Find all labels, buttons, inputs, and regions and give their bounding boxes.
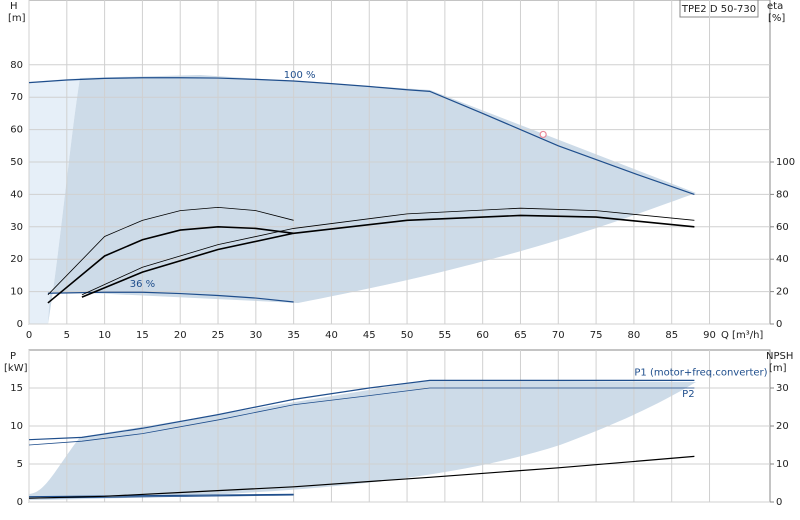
y-tick-label: 5 bbox=[17, 459, 23, 470]
y2-tick-label: 30 bbox=[776, 383, 789, 394]
curve bbox=[47, 206, 294, 296]
x-tick-label: 50 bbox=[401, 330, 414, 341]
x-tick-label: 30 bbox=[249, 330, 262, 341]
y2-tick-label: 20 bbox=[776, 421, 789, 432]
y2-axis-unit: [%] bbox=[768, 13, 785, 24]
curve-label: 100 % bbox=[284, 70, 316, 81]
curve bbox=[28, 387, 695, 446]
y-tick-label: 30 bbox=[10, 222, 23, 233]
x-tick-label: 65 bbox=[514, 330, 527, 341]
curve bbox=[47, 291, 294, 303]
title-box bbox=[679, 0, 759, 18]
y2-tick-label: 20 bbox=[776, 287, 789, 298]
y-axis-label: P bbox=[10, 351, 16, 362]
y2-tick-label: 80 bbox=[776, 189, 789, 200]
x-tick-label: 70 bbox=[552, 330, 565, 341]
y2-axis-label: NPSH bbox=[766, 351, 793, 362]
y-tick-label: 0 bbox=[17, 497, 23, 508]
curve bbox=[47, 225, 294, 304]
curve-label: P1 (motor+freq.converter) bbox=[634, 367, 767, 378]
shade-range bbox=[48, 75, 696, 324]
y-axis-unit: [kW] bbox=[4, 363, 28, 374]
x-tick-label: 45 bbox=[363, 330, 376, 341]
shade-power bbox=[29, 380, 696, 500]
x-tick-label: 55 bbox=[439, 330, 452, 341]
x-tick-label: 60 bbox=[476, 330, 489, 341]
x-tick-label: 35 bbox=[287, 330, 300, 341]
x-tick-label: 15 bbox=[136, 330, 149, 341]
curve bbox=[28, 455, 695, 499]
x-axis-label: Q [m³/h] bbox=[721, 330, 763, 341]
curve bbox=[28, 494, 294, 499]
chart-title: TPE2 D 50-730 bbox=[681, 4, 756, 15]
y2-tick-label: 0 bbox=[776, 497, 782, 508]
x-tick-label: 20 bbox=[174, 330, 187, 341]
y-axis-label: H bbox=[10, 1, 18, 12]
y2-tick-label: 0 bbox=[776, 319, 782, 330]
x-tick-label: 5 bbox=[64, 330, 70, 341]
x-tick-label: 90 bbox=[703, 330, 716, 341]
y2-tick-label: 40 bbox=[776, 254, 789, 265]
y-tick-label: 0 bbox=[17, 319, 23, 330]
curve-label: P2 bbox=[682, 389, 694, 400]
x-tick-label: 25 bbox=[212, 330, 225, 341]
y-tick-label: 15 bbox=[10, 383, 23, 394]
y2-axis-unit: [m] bbox=[769, 363, 787, 374]
y-tick-label: 10 bbox=[10, 287, 23, 298]
x-tick-label: 75 bbox=[590, 330, 603, 341]
y2-axis-label: eta bbox=[767, 1, 783, 12]
curve bbox=[81, 214, 695, 298]
x-tick-label: 80 bbox=[628, 330, 641, 341]
x-tick-label: 40 bbox=[325, 330, 338, 341]
curve-label: 36 % bbox=[130, 279, 155, 290]
y-tick-label: 50 bbox=[10, 157, 23, 168]
curve bbox=[81, 207, 695, 296]
curve bbox=[28, 493, 294, 498]
x-tick-label: 10 bbox=[98, 330, 111, 341]
x-tick-label: 85 bbox=[665, 330, 678, 341]
y-axis-unit: [m] bbox=[8, 13, 26, 24]
curve bbox=[28, 77, 695, 195]
y2-tick-label: 10 bbox=[776, 459, 789, 470]
y-tick-label: 60 bbox=[10, 125, 23, 136]
y-tick-label: 10 bbox=[10, 421, 23, 432]
y-tick-label: 20 bbox=[10, 254, 23, 265]
duty-point bbox=[539, 130, 547, 139]
y-tick-label: 70 bbox=[10, 92, 23, 103]
y-tick-label: 80 bbox=[10, 60, 23, 71]
x-tick-label: 0 bbox=[26, 330, 32, 341]
y-tick-label: 40 bbox=[10, 189, 23, 200]
y2-tick-label: 60 bbox=[776, 222, 789, 233]
y2-tick-label: 100 bbox=[776, 157, 795, 168]
curve bbox=[28, 379, 695, 441]
